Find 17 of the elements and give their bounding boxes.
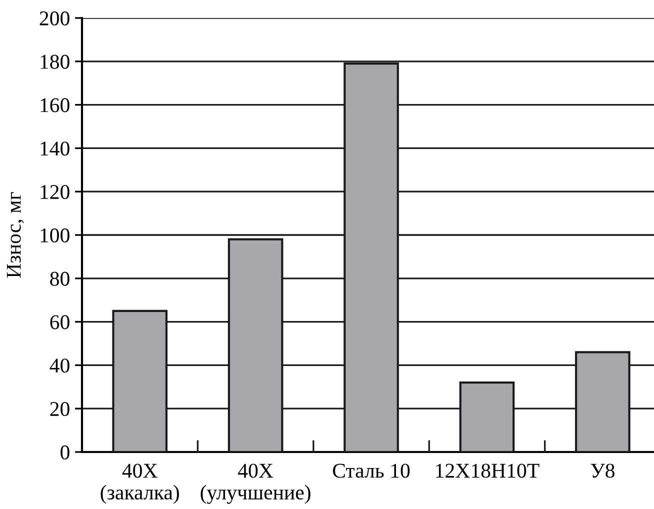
x-tick-label: Сталь 10: [332, 464, 410, 478]
x-tick-label: У8: [590, 464, 614, 478]
y-tick-label: 120: [40, 184, 70, 200]
y-tick-label: 200: [40, 11, 70, 26]
x-tick-label: 40Х (закалка): [100, 464, 179, 504]
x-tick-label: 40Х (улучшение): [200, 464, 310, 504]
y-axis-title: Износ, мг: [6, 192, 24, 278]
y-tick-label: 20: [50, 402, 70, 416]
y-tick-label: 0: [60, 445, 70, 460]
y-tick-label: 160: [40, 98, 70, 112]
y-tick-label: 80: [50, 272, 70, 286]
y-tick-label: 60: [50, 315, 70, 330]
y-tick-label: 100: [40, 228, 70, 242]
y-tick-label: 40: [50, 358, 70, 373]
x-tick-label: 12Х18Н10Т: [436, 464, 540, 478]
y-tick-label: 180: [40, 54, 70, 69]
y-tick-label: 140: [40, 142, 70, 156]
